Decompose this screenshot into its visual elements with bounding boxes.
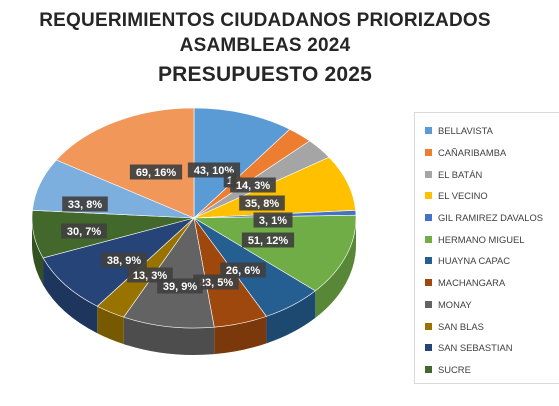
legend-swatch xyxy=(425,300,432,308)
chart-title-line-1: REQUERIMIENTOS CIUDADANOS PRIORIZADOS xyxy=(39,10,491,31)
data-label-monay: 39, 9% xyxy=(163,281,197,293)
data-label-box-hermano-miguel xyxy=(241,232,295,248)
legend-label: CAÑARIBAMBA xyxy=(438,147,507,159)
data-label-san-sebastian: 38, 9% xyxy=(107,255,141,267)
data-label-machangara: 23, 5% xyxy=(199,277,233,289)
data-label-box-huayna-capac xyxy=(220,262,266,278)
legend-label: BELLAVISTA xyxy=(438,125,493,137)
data-label-box-machangara xyxy=(193,274,239,290)
legend-item-monay[interactable]: MONAY xyxy=(425,294,559,316)
legend-item-sucre[interactable]: SUCRE xyxy=(425,359,559,381)
legend-swatch xyxy=(425,214,432,222)
legend-swatch xyxy=(425,322,432,330)
legend-swatch xyxy=(425,279,432,287)
pie-side-san-blas xyxy=(97,306,124,345)
legend-label: MACHANGARA xyxy=(438,277,506,289)
legend-swatch xyxy=(425,235,432,243)
data-label-extra-0: 14, 3% xyxy=(236,180,270,192)
legend-label: HUAYNA CAPAC xyxy=(438,255,511,267)
legend-label: SAN BLAS xyxy=(438,320,484,332)
legend-item-san-blas[interactable]: SAN BLAS xyxy=(425,315,559,337)
pie-side-sucre xyxy=(32,218,44,285)
data-label-box-gil-ramirez-davalos xyxy=(253,212,293,228)
pie-slice-yanuncay[interactable] xyxy=(55,107,195,219)
data-label-san-blas: 13, 3% xyxy=(133,270,167,282)
legend-label: GIL RAMIREZ DAVALOS xyxy=(438,212,544,224)
legend-label: EL VECINO xyxy=(438,190,488,202)
data-label-hermano-miguel: 51, 12% xyxy=(248,235,289,247)
legend-label: SUCRE xyxy=(438,363,471,375)
data-label-box-el-vecino xyxy=(239,195,285,211)
data-label-box-san-blas xyxy=(127,267,173,283)
legend-swatch xyxy=(425,192,432,200)
legend-item-huayna-capac[interactable]: HUAYNA CAPAC xyxy=(425,250,559,272)
legend-label: EL BATÁN xyxy=(438,168,483,180)
legend-swatch xyxy=(425,344,432,352)
data-label-box-sucre xyxy=(61,223,107,239)
data-label-huayna-capac: 26, 6% xyxy=(226,265,260,277)
legend-label: MONAY xyxy=(438,298,472,310)
pie-slice-bellavista[interactable] xyxy=(193,107,291,219)
legend-swatch xyxy=(425,365,432,373)
legend-item-bellavista[interactable]: BELLAVISTA xyxy=(425,120,559,142)
legend-item-machangara[interactable]: MACHANGARA xyxy=(425,272,559,294)
chart-title-line-2: ASAMBLEAS 2024 xyxy=(179,35,351,56)
data-label-box-totoracocha xyxy=(62,196,108,212)
data-label-el-vecino: 35, 8% xyxy=(245,198,279,210)
legend-item-hermano-miguel[interactable]: HERMANO MIGUEL xyxy=(425,228,559,250)
legend-swatch xyxy=(425,149,432,157)
data-label-cañaribamba: 1 xyxy=(227,175,233,187)
data-label-totoracocha: 33, 8% xyxy=(68,199,102,211)
legend-item-cañaribamba[interactable]: CAÑARIBAMBA xyxy=(425,142,559,164)
pie-side-monay xyxy=(123,317,215,355)
data-label-yanuncay: 69, 16% xyxy=(136,167,177,179)
legend-item-gil-ramirez-davalos[interactable]: GIL RAMIREZ DAVALOS xyxy=(425,207,559,229)
data-label-sucre: 30, 7% xyxy=(67,226,101,238)
legend-item-el-batán[interactable]: EL BATÁN xyxy=(425,163,559,185)
data-label-box-extra-0 xyxy=(230,177,276,193)
pie-slice-hermano-miguel[interactable] xyxy=(192,214,357,292)
pie-side-hermano-miguel xyxy=(315,218,356,318)
legend-label: SAN SEBASTIAN xyxy=(438,342,513,354)
data-label-box-yanuncay xyxy=(129,164,183,180)
chart-title-block: REQUERIMIENTOS CIUDADANOS PRIORIZADOS AS… xyxy=(0,8,530,90)
legend-label: HERMANO MIGUEL xyxy=(438,233,525,245)
chart-legend: BELLAVISTA CAÑARIBAMBA EL BATÁN EL VECINO GI… xyxy=(414,112,559,384)
legend-item-san-sebastian[interactable]: SAN SEBASTIAN xyxy=(425,337,559,359)
legend-swatch xyxy=(425,170,432,178)
data-label-box-san-sebastian xyxy=(101,252,147,268)
chart-subtitle: PRESUPUESTO 2025 xyxy=(157,63,373,86)
legend-swatch xyxy=(425,257,432,265)
data-label-gil-ramirez-davalos: 3, 1% xyxy=(259,215,287,227)
legend-item-el-vecino[interactable]: EL VECINO xyxy=(425,185,559,207)
legend-swatch xyxy=(425,127,432,135)
pie-side-huayna-capac xyxy=(266,290,316,344)
